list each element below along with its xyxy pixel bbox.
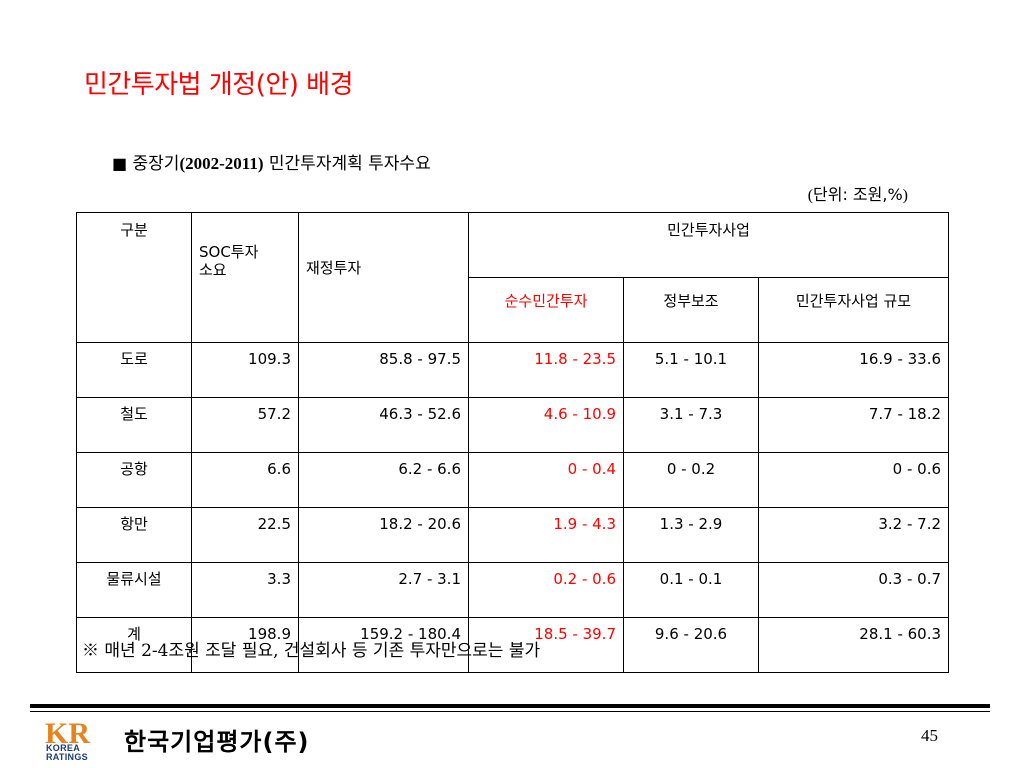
row-pure-private-cell: 0.2 - 0.6 <box>468 562 624 618</box>
row-private-scale-cell: 0.3 - 0.7 <box>757 562 950 618</box>
unit-note: (단위: 조원,%) <box>808 181 908 205</box>
footer-divider-thin <box>30 711 990 712</box>
table-row: 항만 22.5 18.2 - 20.6 1.9 - 4.3 1.3 - 2.9 3.2 -… <box>76 507 950 563</box>
header-category: 구분 <box>76 212 192 343</box>
header-fiscal: 재정투자 <box>298 212 469 343</box>
table-subheader-row: 순수민간투자 정부보조 민간투자사업 규모 <box>77 277 950 343</box>
unit-note-close: ) <box>902 187 908 204</box>
row-pure-private-cell: 0 - 0.4 <box>468 452 624 508</box>
row-category-cell: 공항 <box>76 452 192 508</box>
row-gov-subsidy-cell: 9.6 - 20.6 <box>623 617 759 673</box>
row-gov-subsidy-cell: 3.1 - 7.3 <box>623 397 759 453</box>
company-name: 한국기업평가(주) <box>124 728 310 756</box>
footnote: ※ 매년 2-4조원 조달 필요, 건설회사 등 기존 투자만으로는 불가 <box>82 641 541 661</box>
row-fiscal-cell: 46.3 - 52.6 <box>298 397 469 453</box>
square-bullet-icon: ■ <box>112 154 128 173</box>
row-gov-subsidy-cell: 0.1 - 0.1 <box>623 562 759 618</box>
row-soc-cell: 6.6 <box>191 452 299 508</box>
table-caption: ■ 중장기(2002-2011) 민간투자계획 투자수요 <box>112 149 431 174</box>
row-gov-subsidy-cell: 5.1 - 10.1 <box>623 342 759 398</box>
row-private-scale-cell: 0 - 0.6 <box>757 452 950 508</box>
caption-years: (2002-2011) <box>179 154 264 173</box>
table-row: 계 198.9 159.2 - 180.4 18.5 - 39.7 9.6 - 20.6… <box>76 617 950 673</box>
header-private-scale: 민간투자사업 규모 <box>757 277 950 343</box>
header-private-group: 민간투자사업 <box>467 212 950 278</box>
row-category-cell: 물류시설 <box>76 562 192 618</box>
row-pure-private-cell: 1.9 - 4.3 <box>468 507 624 563</box>
logo-sub-line2: RATINGS <box>46 752 88 762</box>
row-private-scale-cell: 16.9 - 33.6 <box>757 342 950 398</box>
row-soc-cell: 109.3 <box>191 342 299 398</box>
row-category-cell: 도로 <box>76 342 192 398</box>
row-fiscal-cell: 18.2 - 20.6 <box>298 507 469 563</box>
row-fiscal-cell: 159.2 - 180.4 <box>298 617 469 673</box>
row-fiscal-cell: 6.2 - 6.6 <box>298 452 469 508</box>
row-soc-cell: 3.3 <box>191 562 299 618</box>
table-row: 철도 57.2 46.3 - 52.6 4.6 - 10.9 3.1 - 7.3 7.7 … <box>76 397 950 453</box>
footer-divider-thick <box>30 704 990 708</box>
page-number: 45 <box>921 726 938 745</box>
row-private-scale-cell: 28.1 - 60.3 <box>757 617 950 673</box>
caption-prefix: 중장기 <box>132 154 180 174</box>
row-pure-private-cell: 11.8 - 23.5 <box>468 342 624 398</box>
row-private-scale-cell: 3.2 - 7.2 <box>757 507 950 563</box>
caption-suffix: 민간투자계획 투자수요 <box>268 154 431 174</box>
table-row: 공항 6.6 6.2 - 6.6 0 - 0.4 0 - 0.2 0 - 0.6 <box>76 452 950 508</box>
row-gov-subsidy-cell: 1.3 - 2.9 <box>623 507 759 563</box>
row-pure-private-cell: 4.6 - 10.9 <box>468 397 624 453</box>
logo-kr-text: KR <box>45 719 90 750</box>
unit-note-open: ( <box>807 187 814 204</box>
logo-sub-line1: KOREA <box>46 743 81 753</box>
row-category-cell: 계 <box>76 617 192 673</box>
row-gov-subsidy-cell: 0 - 0.2 <box>623 452 759 508</box>
row-fiscal-cell: 2.7 - 3.1 <box>298 562 469 618</box>
unit-note-text: 단위: 조원,% <box>813 185 903 204</box>
table-row: 물류시설 3.3 2.7 - 3.1 0.2 - 0.6 0.1 - 0.1 0.3 - … <box>76 562 950 618</box>
header-gov-subsidy: 정부보조 <box>623 277 759 343</box>
logo-subtitle: KOREA RATINGS <box>46 744 88 762</box>
row-soc-cell: 198.9 <box>191 617 299 673</box>
header-pure-private: 순수민간투자 <box>468 277 624 343</box>
row-soc-cell: 22.5 <box>191 507 299 563</box>
row-soc-cell: 57.2 <box>191 397 299 453</box>
row-pure-private-cell: 18.5 - 39.7 <box>468 617 624 673</box>
table-row: 도로 109.3 85.8 - 97.5 11.8 - 23.5 5.1 - 10.1 1… <box>76 342 950 398</box>
table-body: 도로 109.3 85.8 - 97.5 11.8 - 23.5 5.1 - 10.1 1… <box>76 342 950 673</box>
header-soc: SOC투자 소요 <box>191 212 299 343</box>
slide-title: 민간투자법 개정(안) 배경 <box>84 70 354 100</box>
korea-ratings-logo: KR <box>45 719 90 750</box>
row-private-scale-cell: 7.7 - 18.2 <box>757 397 950 453</box>
investment-demand-table: 구분 SOC투자 소요 재정투자 민간투자사업 순수민간투자 정부보조 민간투자… <box>76 212 950 673</box>
table-header-row: 구분 SOC투자 소요 재정투자 민간투자사업 <box>76 212 950 343</box>
row-category-cell: 항만 <box>76 507 192 563</box>
row-fiscal-cell: 85.8 - 97.5 <box>298 342 469 398</box>
row-category-cell: 철도 <box>76 397 192 453</box>
